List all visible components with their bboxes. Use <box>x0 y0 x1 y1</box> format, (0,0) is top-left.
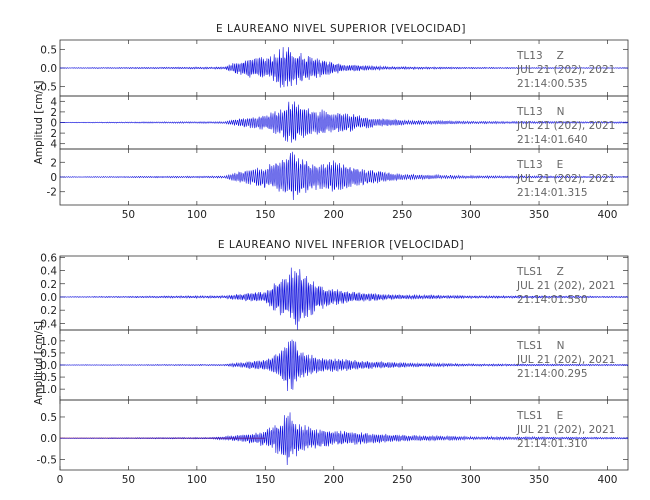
x-tick-label: 0 <box>57 474 64 486</box>
chart-panel-2: E LAUREANO NIVEL INFERIOR [VELOCIDAD] Amp… <box>33 239 629 486</box>
component-name: N <box>557 340 565 352</box>
trace-date: JUL 21 (202), 2021 <box>516 173 615 185</box>
trace-station-label: TLS1 E <box>516 410 563 422</box>
y-tick-label: 0.4 <box>40 266 57 278</box>
y-axis-label: Amplitud [cm/s] <box>33 321 45 405</box>
trace-date: JUL 21 (202), 2021 <box>516 280 615 292</box>
waveform-TLS1-N <box>59 339 629 392</box>
trace-time: 21:14:01.310 <box>517 438 588 450</box>
trace-time: 21:14:00.295 <box>517 368 588 380</box>
trace-date: JUL 21 (202), 2021 <box>516 120 615 132</box>
trace-date: JUL 21 (202), 2021 <box>516 64 615 76</box>
trace-frame <box>59 255 629 331</box>
figure-layer: E LAUREANO NIVEL SUPERIOR [VELOCIDAD] Amp… <box>33 23 629 486</box>
trace-date: JUL 21 (202), 2021 <box>516 424 615 436</box>
x-tick-label: 100 <box>187 209 207 221</box>
component-name: Z <box>557 50 564 62</box>
component-name: E <box>557 159 564 171</box>
x-tick-label: 250 <box>392 209 412 221</box>
y-tick-label: -1.0 <box>37 384 58 396</box>
x-tick-label: 400 <box>597 474 617 486</box>
y-tick-label: 2 <box>50 107 57 119</box>
station-name: TLS1 <box>516 266 543 278</box>
waveform-TL13-E <box>59 151 629 200</box>
y-tick-label: 0.0 <box>40 63 57 75</box>
waveform-TLS1-E <box>59 412 629 465</box>
y-tick-label: 4 <box>50 139 57 151</box>
x-tick-label: 300 <box>461 474 481 486</box>
y-tick-label: 0.0 <box>40 292 57 304</box>
component-name: E <box>557 410 564 422</box>
trace-station-label: TL13 Z <box>516 50 564 62</box>
trace-TL13-Z: 0.5 0.0 -0.5 TL13 Z JUL 21 (202), 2021 21:14:0… <box>37 39 629 97</box>
station-name: TL13 <box>516 159 543 171</box>
x-tick-label: 400 <box>597 209 617 221</box>
trace-TL13-E: 2 0 -2 TL13 E JUL 21 (202), 2021 21:14:01.315 <box>47 148 629 206</box>
trace-time: 21:14:01.550 <box>517 294 588 306</box>
station-name: TLS1 <box>516 340 543 352</box>
x-tick-label: 50 <box>122 209 135 221</box>
trace-station-label: TLS1 N <box>516 340 564 352</box>
y-tick-label: 0.5 <box>40 412 57 424</box>
component-name: Z <box>557 266 564 278</box>
y-tick-label: 0 <box>50 118 57 130</box>
x-tick-label: 150 <box>255 474 275 486</box>
waveform-TLS1-Z <box>59 267 629 331</box>
trace-station-label: TLS1 Z <box>516 266 564 278</box>
waveform-TL13-N <box>59 101 629 143</box>
y-tick-label: 0.2 <box>40 279 57 291</box>
trace-time: 21:14:01.315 <box>517 187 588 199</box>
chart-title: E LAUREANO NIVEL SUPERIOR [VELOCIDAD] <box>216 23 466 35</box>
trace-station-label: TL13 N <box>516 106 564 118</box>
waveform-TL13-Z <box>59 47 629 88</box>
trace-frame <box>59 399 629 471</box>
trace-date: JUL 21 (202), 2021 <box>516 354 615 366</box>
station-name: TL13 <box>516 50 543 62</box>
y-tick-label: 0.0 <box>40 433 57 445</box>
x-tick-label: 250 <box>392 474 412 486</box>
y-tick-label: 0.6 <box>40 252 57 264</box>
y-tick-label: 0.5 <box>40 44 57 56</box>
trace-TLS1-E: 0.5 0.0 -0.5 TLS1 E JUL 21 (202), 2021 21:14:0… <box>37 399 629 471</box>
y-tick-label: 2 <box>50 157 57 169</box>
x-tick-label: 150 <box>255 209 275 221</box>
y-tick-label: 0 <box>50 172 57 184</box>
x-tick-label: 100 <box>187 474 207 486</box>
y-tick-label: 0.4 <box>40 318 57 330</box>
y-tick-label: 1.0 <box>40 336 57 348</box>
y-tick-label: 0.2 <box>40 305 57 317</box>
component-name: N <box>557 106 565 118</box>
y-axis-label: Amplitud [cm/s] <box>33 81 45 165</box>
station-name: TL13 <box>516 106 543 118</box>
x-tick-label: 200 <box>324 474 344 486</box>
y-tick-label: 4 <box>50 96 57 108</box>
y-tick-label: -0.5 <box>37 82 58 94</box>
x-tick-label: 350 <box>529 474 549 486</box>
chart-title: E LAUREANO NIVEL INFERIOR [VELOCIDAD] <box>218 239 464 251</box>
trace-station-label: TL13 E <box>516 159 563 171</box>
y-tick-label: -2 <box>47 187 57 199</box>
y-tick-label: 0.5 <box>40 348 57 360</box>
x-tick-label: 50 <box>122 474 135 486</box>
x-tick-label: 200 <box>324 209 344 221</box>
x-tick-label: 300 <box>461 209 481 221</box>
y-tick-label: 0.0 <box>40 360 57 372</box>
station-name: TLS1 <box>516 410 543 422</box>
x-tick-label: 350 <box>529 209 549 221</box>
trace-time: 21:14:00.535 <box>517 78 588 90</box>
chart-panel-1: E LAUREANO NIVEL SUPERIOR [VELOCIDAD] Amp… <box>33 23 629 221</box>
y-tick-label: 0.5 <box>40 372 57 384</box>
y-tick-label: 2 <box>50 128 57 140</box>
y-tick-label: -0.5 <box>37 454 58 466</box>
trace-time: 21:14:01.640 <box>517 134 588 146</box>
